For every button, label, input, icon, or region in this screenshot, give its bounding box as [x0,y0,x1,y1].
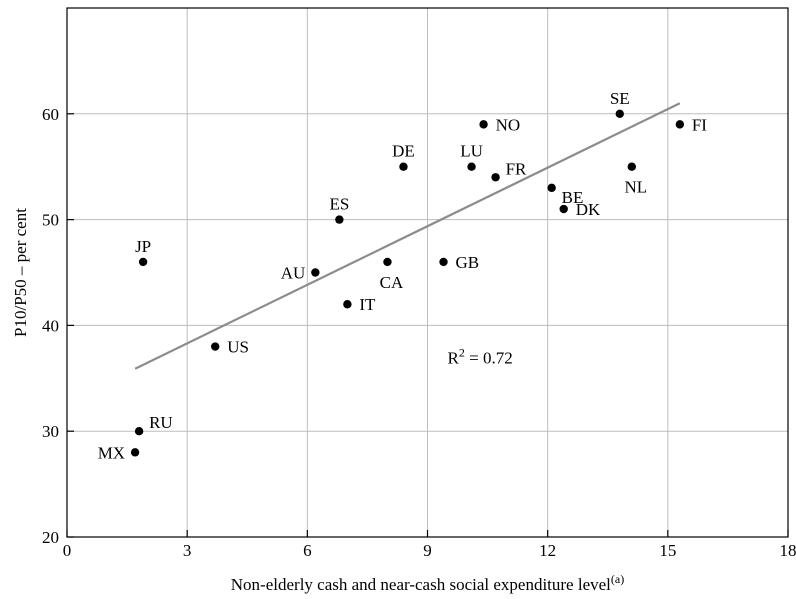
data-point-es [335,215,344,224]
point-label-jp: JP [135,237,151,256]
data-point-ca [383,257,392,267]
x-axis-title: Non-elderly cash and near-cash social ex… [231,572,624,594]
y-tick-label: 40 [42,316,59,335]
data-point-it [343,300,352,309]
data-point-fr [491,173,500,182]
x-tick-label: 3 [183,541,192,560]
x-tick-label: 0 [63,541,72,560]
y-tick-labels: 20 30 40 50 60 [42,105,59,547]
point-label-be: BE [562,188,584,207]
x-tick-label: 9 [423,541,432,560]
point-label-no: NO [496,115,521,134]
x-tick-label: 15 [659,541,676,560]
data-point-de [399,162,408,171]
point-label-ru: RU [149,413,173,432]
trendline [134,102,681,370]
point-label-ca: CA [380,273,404,292]
point-label-se: SE [610,89,630,108]
data-point-ru [134,427,144,436]
point-label-dk: DK [576,200,601,219]
r-squared-exponent: 2 [459,345,465,359]
point-label-it: IT [359,295,376,314]
y-tick-label: 20 [42,528,59,547]
data-point-dk [559,204,568,214]
x-axis-title-text: Non-elderly cash and near-cash social ex… [231,575,611,594]
data-points [130,109,685,457]
data-point-us [211,342,220,351]
data-point-be [547,183,556,193]
point-label-mx: MX [98,443,125,462]
point-label-nl: NL [624,178,647,197]
y-tick-label: 60 [42,105,59,124]
point-label-gb: GB [456,253,480,272]
point-label-au: AU [281,264,306,283]
x-tick-label: 6 [303,541,312,560]
point-label-lu: LU [460,142,483,161]
point-label-us: US [227,338,249,357]
x-axis-title-footnote: (a) [611,572,624,586]
y-tick-label: 50 [42,211,59,230]
y-tick-label: 30 [42,422,59,441]
r-squared-value: = 0.72 [465,348,513,367]
data-point-au [311,268,320,277]
point-label-fr: FR [506,159,527,178]
point-label-fi: FI [692,115,707,134]
data-point-mx [130,448,140,457]
x-tick-labels: 0 3 6 9 12 15 18 [63,541,796,560]
data-point-fi [675,120,685,129]
axis-ticks [66,113,789,538]
data-point-nl [627,162,636,171]
gridlines [67,8,788,537]
data-point-se [615,109,624,119]
data-point-gb [439,257,448,267]
data-point-jp [138,257,148,267]
point-label-de: DE [392,142,415,161]
x-tick-label: 12 [539,541,556,560]
r-squared-annotation: R2 = 0.72 [448,345,513,367]
data-point-lu [467,162,476,171]
x-tick-label: 18 [780,541,796,560]
point-label-es: ES [329,195,349,214]
r-squared-symbol: R [448,348,460,367]
y-axis-title: P10/P50 – per cent [11,208,30,337]
data-point-no [479,120,488,129]
